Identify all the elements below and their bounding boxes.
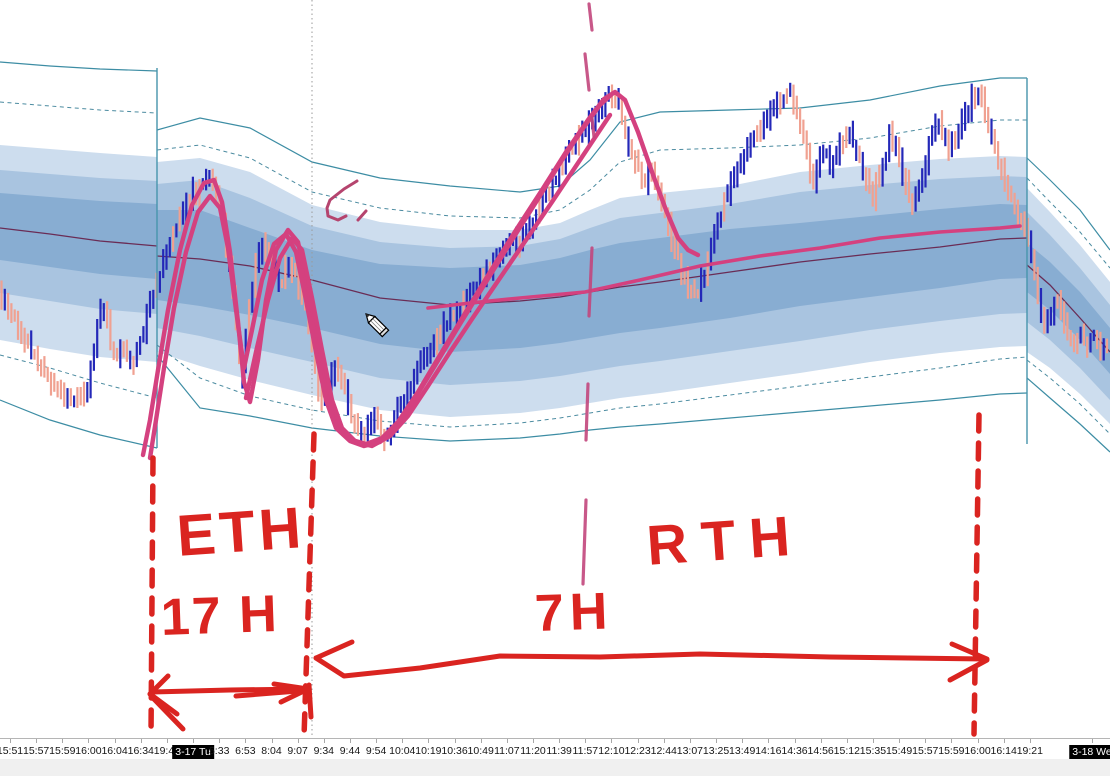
axis-tick: [533, 739, 534, 743]
time-label: 11:07: [494, 745, 520, 757]
time-label: 12:44: [650, 745, 677, 757]
axis-tick: [899, 739, 901, 743]
time-label: 16:14: [990, 745, 1017, 757]
axis-tick: [10, 739, 11, 743]
time-label: 15:59: [938, 745, 965, 757]
time-label: 13:49: [729, 745, 756, 757]
time-label: 14:56: [807, 745, 834, 757]
annotation-rth-label: RTH: [644, 503, 806, 577]
axis-tick: [872, 739, 874, 743]
axis-tick: [1003, 739, 1005, 743]
axis-tick: [62, 739, 64, 743]
time-label: 15:57: [23, 745, 50, 757]
axis-tick: [402, 739, 404, 743]
pencil-cursor-icon: [365, 313, 390, 338]
time-label: 14:16: [755, 745, 782, 757]
time-label: 15:57: [912, 745, 939, 757]
annotation-17h-label: 17 H: [159, 584, 280, 647]
axis-tick: [193, 739, 195, 743]
time-label: 9:54: [365, 745, 387, 757]
time-label: 13:07: [676, 745, 704, 757]
axis-tick: [585, 739, 587, 743]
time-label: 16:00: [75, 745, 102, 757]
axis-tick: [245, 739, 247, 743]
time-label: 16:04: [101, 745, 128, 757]
axis-tick: [36, 739, 38, 743]
annotation-7h-label: 7H: [533, 582, 615, 643]
axis-tick: [506, 739, 508, 743]
axis-tick: [1029, 739, 1031, 743]
time-label: 19:21: [1016, 745, 1043, 757]
time-label: 9:44: [339, 745, 361, 757]
axis-tick: [663, 739, 665, 743]
time-label: 14:36: [781, 745, 808, 757]
time-label: 8:04: [261, 745, 282, 757]
time-label: 11:20: [520, 745, 546, 757]
time-label: 13:25: [702, 745, 730, 757]
time-label: 5:33: [208, 745, 230, 757]
axis-tick: [768, 739, 770, 743]
axis-tick: [637, 739, 639, 743]
time-label: 10:36: [441, 745, 468, 757]
axis-tick: [323, 739, 325, 743]
time-label: 15:49: [885, 745, 913, 757]
axis-tick: [846, 739, 848, 743]
axis-tick: [271, 739, 273, 743]
time-label: 15:35: [859, 745, 887, 757]
price-chart-canvas[interactable]: [0, 0, 1110, 738]
axis-tick: [376, 739, 378, 743]
time-label: 10:19: [415, 745, 442, 757]
time-axis[interactable]: 15:5115:5715:5916:0016:0416:3419:463-17 …: [0, 738, 1110, 776]
axis-tick: [428, 739, 430, 743]
axis-tick: [689, 739, 691, 743]
axis-tick: [820, 739, 822, 743]
time-label: 9:34: [313, 745, 335, 757]
deviation-bands-layer: [0, 145, 1110, 424]
axis-tick: [742, 739, 744, 743]
time-label: 15:51: [0, 745, 24, 757]
axis-tick: [166, 739, 168, 743]
time-label: 6:53: [235, 745, 256, 757]
time-label: 12:10: [598, 745, 625, 757]
axis-tick: [219, 739, 221, 743]
time-label: 16:00: [964, 745, 991, 757]
annotation-eth-label: ETH: [174, 495, 307, 569]
axis-tick: [480, 739, 482, 743]
time-label: 11:57: [572, 745, 599, 757]
axis-tick: [454, 739, 456, 743]
time-label: 15:12: [833, 745, 860, 757]
time-label: 15:59: [49, 745, 76, 757]
time-label: 10:04: [389, 745, 416, 757]
axis-tick: [951, 739, 953, 743]
time-label: 16:34: [127, 745, 154, 757]
axis-bottom-strip: [0, 759, 1110, 776]
axis-tick: [114, 739, 116, 743]
date-label: 3-18 We: [1069, 745, 1110, 759]
axis-tick: [977, 739, 979, 743]
axis-tick: [140, 739, 142, 743]
axis-tick: [716, 739, 718, 743]
time-label: 9:07: [287, 745, 308, 757]
time-label: 11:39: [546, 745, 572, 757]
axis-tick: [925, 739, 927, 743]
axis-tick: [297, 739, 299, 743]
axis-tick: [88, 739, 90, 743]
date-label: 3-17 Tu: [172, 745, 214, 759]
axis-tick: [611, 739, 613, 743]
time-label: 10:49: [467, 745, 494, 757]
axis-tick: [559, 739, 561, 743]
red-marker-layer: [147, 412, 990, 738]
axis-tick: [349, 739, 351, 743]
time-label: 12:23: [624, 745, 651, 757]
candles-layer: [0, 82, 1109, 452]
axis-tick: [1092, 739, 1093, 743]
hand-drawn-magenta-strokes: [140, 2, 1022, 586]
axis-tick: [794, 739, 796, 743]
